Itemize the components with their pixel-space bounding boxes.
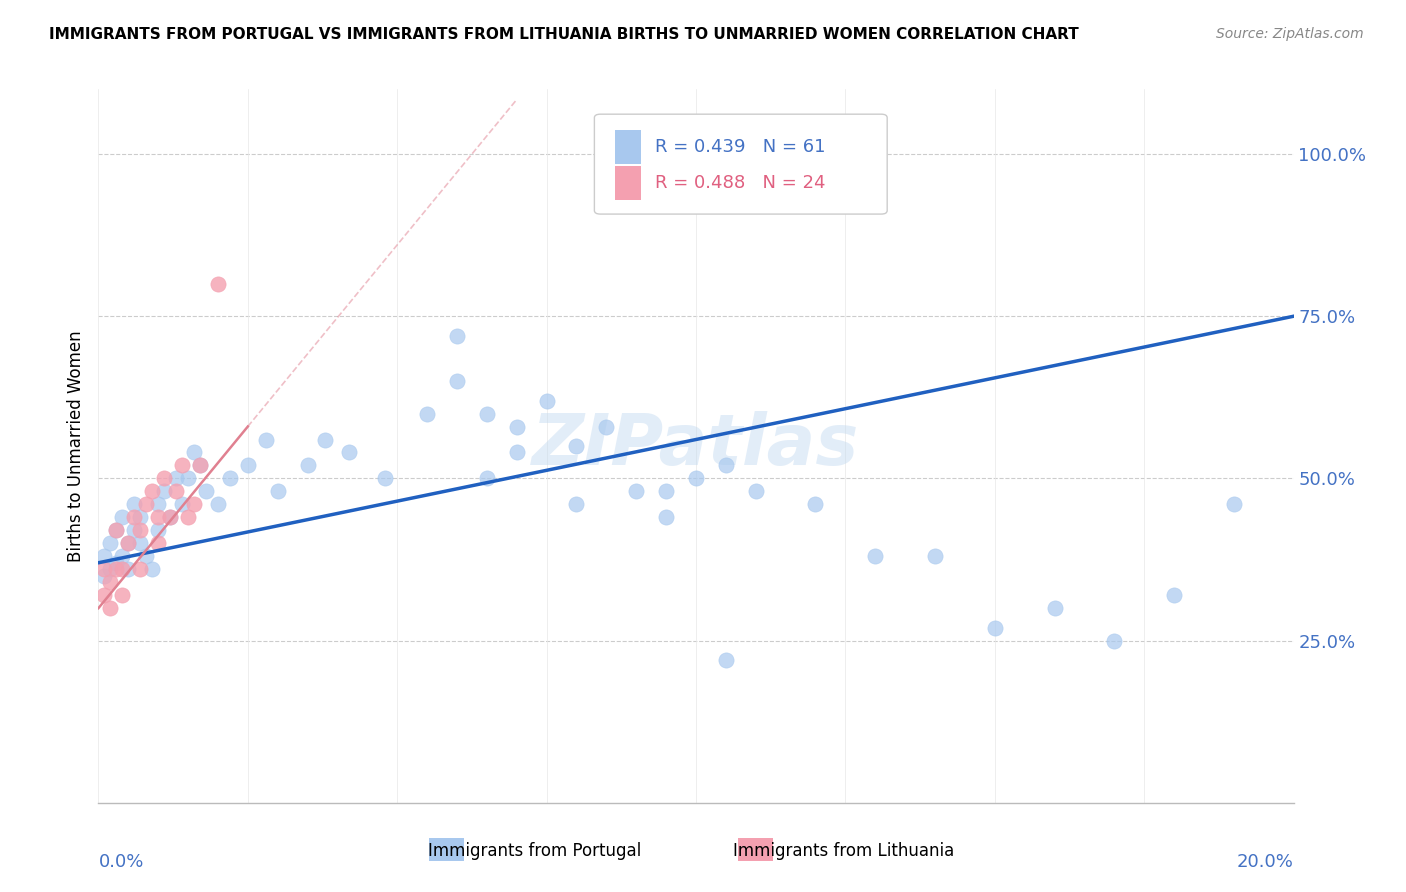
Point — [93, 562, 115, 576]
Point — [148, 536, 170, 550]
Point — [188, 458, 211, 473]
Point — [267, 484, 290, 499]
Text: IMMIGRANTS FROM PORTUGAL VS IMMIGRANTS FROM LITHUANIA BIRTHS TO UNMARRIED WOMEN : IMMIGRANTS FROM PORTUGAL VS IMMIGRANTS F… — [49, 27, 1078, 42]
Point — [129, 524, 152, 538]
Point — [655, 510, 678, 524]
Point — [207, 277, 229, 291]
Y-axis label: Births to Unmarried Women: Births to Unmarried Women — [66, 330, 84, 562]
Point — [595, 419, 617, 434]
Point — [339, 445, 361, 459]
Point — [105, 524, 128, 538]
Point — [129, 562, 152, 576]
Point — [117, 536, 139, 550]
Point — [129, 510, 152, 524]
Point — [129, 536, 152, 550]
Point — [219, 471, 242, 485]
Point — [159, 510, 181, 524]
Point — [93, 588, 115, 602]
Point — [141, 484, 163, 499]
Text: ZIPatlas: ZIPatlas — [533, 411, 859, 481]
Point — [984, 621, 1007, 635]
Point — [315, 433, 337, 447]
Text: R = 0.488   N = 24: R = 0.488 N = 24 — [655, 174, 825, 192]
Point — [165, 471, 187, 485]
Point — [117, 562, 139, 576]
Point — [714, 653, 737, 667]
Point — [446, 328, 468, 343]
Text: Immigrants from Lithuania: Immigrants from Lithuania — [733, 842, 955, 860]
Point — [565, 497, 588, 511]
Point — [475, 407, 498, 421]
Point — [141, 562, 163, 576]
Point — [105, 562, 128, 576]
Point — [148, 524, 170, 538]
Text: 20.0%: 20.0% — [1237, 853, 1294, 871]
Text: Source: ZipAtlas.com: Source: ZipAtlas.com — [1216, 27, 1364, 41]
Point — [111, 510, 134, 524]
Point — [745, 484, 768, 499]
Point — [93, 549, 115, 564]
Point — [148, 510, 170, 524]
FancyBboxPatch shape — [595, 114, 887, 214]
Point — [124, 497, 146, 511]
Point — [98, 601, 122, 615]
Point — [565, 439, 588, 453]
Point — [98, 562, 122, 576]
Bar — [614, 166, 641, 200]
Point — [506, 419, 529, 434]
Point — [105, 556, 128, 570]
Point — [135, 497, 157, 511]
Point — [172, 497, 194, 511]
Point — [177, 471, 200, 485]
Point — [183, 445, 205, 459]
Point — [148, 497, 170, 511]
Point — [105, 524, 128, 538]
Point — [135, 549, 157, 564]
Point — [165, 484, 187, 499]
Text: R = 0.439   N = 61: R = 0.439 N = 61 — [655, 138, 825, 156]
Point — [177, 510, 200, 524]
Point — [195, 484, 218, 499]
Point — [1104, 633, 1126, 648]
Text: Immigrants from Portugal: Immigrants from Portugal — [427, 842, 641, 860]
Point — [655, 484, 678, 499]
Point — [1223, 497, 1246, 511]
Point — [124, 510, 146, 524]
Point — [475, 471, 498, 485]
Point — [111, 588, 134, 602]
Point — [1043, 601, 1066, 615]
Point — [416, 407, 439, 421]
Point — [159, 510, 181, 524]
Point — [207, 497, 229, 511]
Point — [153, 484, 176, 499]
Point — [536, 393, 558, 408]
Point — [714, 458, 737, 473]
Point — [124, 524, 146, 538]
Point — [297, 458, 319, 473]
Point — [153, 471, 176, 485]
Point — [111, 562, 134, 576]
Point — [1163, 588, 1185, 602]
Bar — [614, 130, 641, 164]
Point — [98, 536, 122, 550]
Point — [865, 549, 887, 564]
Point — [117, 536, 139, 550]
Point — [506, 445, 529, 459]
Point — [254, 433, 277, 447]
Point — [374, 471, 396, 485]
Point — [626, 484, 648, 499]
Point — [93, 568, 115, 582]
Point — [172, 458, 194, 473]
Point — [236, 458, 259, 473]
Point — [924, 549, 946, 564]
Point — [98, 575, 122, 590]
Point — [188, 458, 211, 473]
Point — [183, 497, 205, 511]
Point — [446, 374, 468, 388]
Point — [111, 549, 134, 564]
Point — [685, 471, 707, 485]
Point — [804, 497, 827, 511]
Text: 0.0%: 0.0% — [98, 853, 143, 871]
